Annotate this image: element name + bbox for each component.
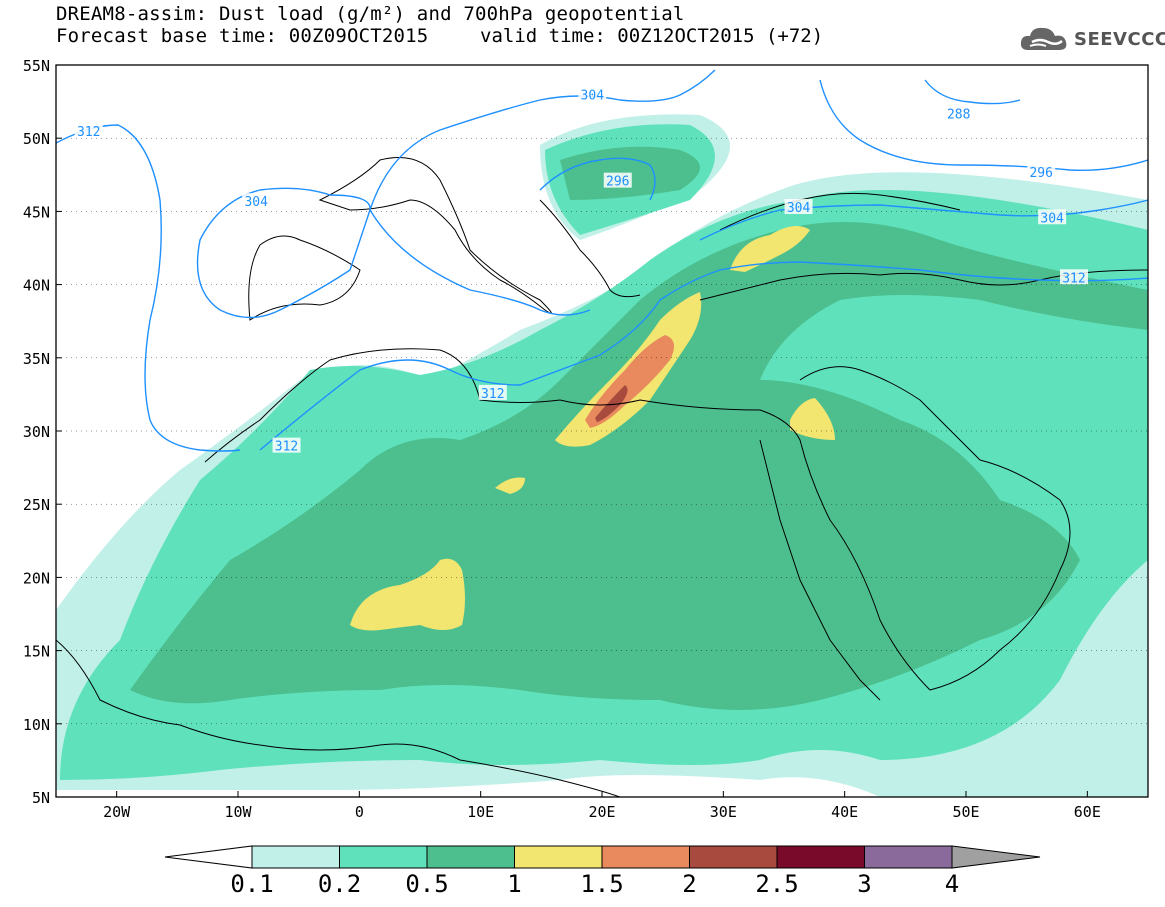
- lon-label: 30E: [710, 803, 737, 821]
- contour-label: 304: [581, 88, 605, 103]
- cloud-icon: [1020, 27, 1067, 50]
- dust-level-1-d: [790, 398, 835, 440]
- lat-label: 55N: [23, 57, 50, 75]
- lat-label: 35N: [23, 350, 50, 368]
- contour-label: 296: [606, 175, 629, 190]
- map-title: DREAM8-assim: Dust load (g/m²) and 700hP…: [56, 3, 685, 25]
- lon-label: 0: [355, 803, 364, 821]
- contour-label-bg: [603, 172, 632, 188]
- contour-label: 304: [787, 201, 811, 216]
- contour-labels: 312 304 304 296 288 296 304 304 312 312 312: [74, 86, 1088, 455]
- colorbar-swatch: [689, 845, 778, 869]
- lon-label: 20E: [588, 803, 615, 821]
- contour-label: 312: [77, 125, 100, 140]
- logo-text: SEEVCCC: [1074, 29, 1165, 50]
- colorbar: 0.1 0.2 0.5 1 1.5 2 2.5 3 4: [164, 845, 1041, 898]
- colorbar-swatch: [514, 845, 603, 869]
- contour-label-bg: [784, 199, 813, 215]
- contour-label-bg: [1027, 163, 1056, 179]
- seevccc-logo: SEEVCCC: [1018, 24, 1165, 56]
- lat-label: 30N: [23, 423, 50, 441]
- colorbar-label: 4: [945, 870, 959, 898]
- colorbar-swatch: [339, 845, 428, 869]
- dust-level-1-e: [495, 477, 525, 494]
- contour-label-bg: [478, 384, 507, 400]
- contour-label: 288: [947, 107, 970, 122]
- lat-label: 25N: [23, 496, 50, 514]
- contour-label-bg: [578, 86, 607, 102]
- lon-label: 50E: [952, 803, 979, 821]
- contour-label: 312: [1062, 271, 1085, 286]
- contour-label-bg: [1038, 209, 1067, 225]
- dust-level-2: [595, 385, 628, 422]
- colorbar-label: 1: [507, 870, 521, 898]
- longitude-labels: 20W 10W 0 10E 20E 30E 40E 50E 60E: [103, 791, 1101, 821]
- colorbar-label: 3: [857, 870, 871, 898]
- contour-label-bg: [944, 105, 973, 121]
- contour-label: 304: [244, 195, 268, 210]
- latitude-labels: 55N 50N 45N 40N 35N 30N 25N 20N 15N 10N 5N: [23, 57, 62, 807]
- colorbar-swatch: [864, 845, 953, 869]
- forecast-base-time: Forecast base time: 00Z09OCT2015: [56, 25, 429, 47]
- colorbar-label: 2.5: [755, 870, 798, 898]
- contour-label: 312: [481, 387, 504, 402]
- lat-label: 40N: [23, 277, 50, 295]
- contour-label-bg: [242, 193, 271, 209]
- lat-label: 50N: [23, 130, 50, 148]
- dust-shading: [56, 114, 1148, 797]
- dust-level-1-b: [350, 558, 465, 631]
- contour-label: 304: [1040, 211, 1064, 226]
- colorbar-swatch: [776, 845, 865, 869]
- dust-level-1-c: [730, 226, 810, 272]
- lat-label: 45N: [23, 203, 50, 221]
- geopotential-contours: [56, 69, 1148, 452]
- colorbar-label: 0.5: [405, 870, 448, 898]
- colorbar-swatch: [426, 845, 515, 869]
- colorbar-min-triangle: [164, 845, 253, 869]
- lat-label: 20N: [23, 569, 50, 587]
- colorbar-label: 2: [682, 870, 696, 898]
- colorbar-swatch: [251, 845, 340, 869]
- valid-time: valid time: 00Z12OCT2015 (+72): [480, 25, 824, 47]
- coastlines: [56, 157, 1148, 797]
- lat-label: 10N: [23, 716, 50, 734]
- contour-label: 296: [1029, 166, 1052, 181]
- lon-label: 20W: [103, 803, 131, 821]
- lon-label: 40E: [831, 803, 858, 821]
- graticule: [56, 137, 1148, 724]
- colorbar-max-triangle: [951, 845, 1041, 869]
- lon-label: 10W: [224, 803, 252, 821]
- contour-label: 312: [275, 440, 298, 455]
- dust-level-0.5: [130, 146, 1148, 710]
- lat-label: 15N: [23, 643, 50, 661]
- lat-label: 5N: [32, 789, 50, 807]
- lon-label: 60E: [1074, 803, 1101, 821]
- colorbar-label: 0.1: [230, 870, 273, 898]
- colorbar-label: 1.5: [580, 870, 623, 898]
- contour-label-bg: [1059, 269, 1088, 285]
- colorbar-swatch: [601, 845, 690, 869]
- contour-label-bg: [74, 122, 103, 138]
- lon-label: 10E: [467, 803, 494, 821]
- contour-label-bg: [272, 437, 301, 453]
- colorbar-label: 0.2: [318, 870, 361, 898]
